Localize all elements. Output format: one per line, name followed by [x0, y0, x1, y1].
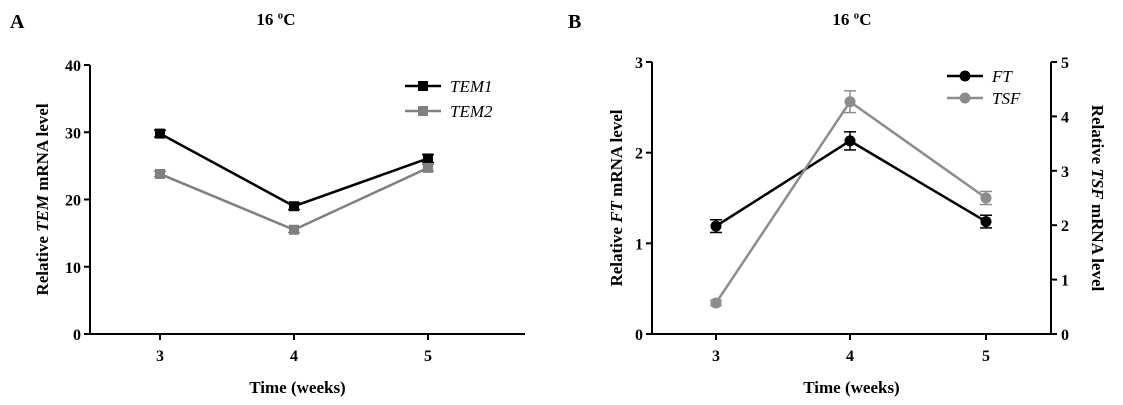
a-point-tem1: [423, 153, 433, 164]
b-point-tsf: [980, 192, 992, 204]
a-xtick-label: 4: [290, 348, 298, 365]
b-y2tick-label: 2: [1061, 218, 1069, 235]
b-y2tick-label: 0: [1061, 327, 1069, 344]
b-xtick-label: 4: [846, 348, 854, 365]
a-xlabel: Time (weeks): [249, 378, 345, 397]
a-point-tem1: [155, 128, 165, 139]
b-ylabel-part: mRNA level: [607, 109, 626, 201]
b-xtick-label: 3: [712, 348, 720, 365]
panel-b-letter: B: [568, 11, 581, 33]
b-ytick-label: 1: [635, 236, 643, 253]
b-legend-label-tsf: TSF: [992, 89, 1021, 108]
a-xtick-label: 5: [424, 348, 432, 365]
a-ytick-label: 20: [65, 193, 81, 210]
panel-a-letter: A: [10, 11, 25, 33]
a-point-tem1: [289, 201, 299, 212]
b-point-tsf: [844, 96, 856, 108]
b-y2tick-label: 1: [1061, 273, 1069, 290]
b-xtick-label: 5: [982, 348, 990, 365]
a-ytick-label: 30: [65, 125, 81, 142]
b-legend-marker-ft: [959, 70, 971, 82]
b-legend-label-ft: FT: [991, 67, 1013, 86]
a-legend-label-tem2: TEM2: [450, 102, 493, 121]
b-series-line-ft: [715, 139, 987, 228]
a-ylabel: Relative TEM mRNA level: [33, 103, 52, 295]
b-ylabel-part: FT: [607, 200, 626, 223]
a-xtick-label: 3: [156, 348, 164, 365]
a-series-line-tem1: [159, 132, 429, 208]
a-point-tem2: [289, 224, 299, 235]
a-series-line-tem2: [159, 166, 429, 232]
a-ylabel-part: mRNA level: [33, 103, 52, 195]
a-legend-marker-tem1: [418, 81, 428, 91]
b-y2label-part: mRNA level: [1088, 200, 1107, 292]
b-ylabel-part: Relative: [607, 223, 626, 287]
b-y2tick-label: 5: [1061, 55, 1069, 72]
panel-b-title: 16 ºC: [832, 10, 871, 29]
a-ytick-label: 0: [73, 327, 81, 344]
b-y2label-part: Relative: [1088, 105, 1107, 169]
b-point-ft: [980, 216, 992, 228]
b-point-ft: [844, 135, 856, 147]
a-ylabel-part: TEM: [33, 194, 52, 232]
b-y2label: Relative TSF mRNA level: [1088, 105, 1107, 292]
a-legend-label-tem1: TEM1: [450, 77, 493, 96]
b-point-ft: [710, 220, 722, 232]
a-ytick-label: 10: [65, 260, 81, 277]
b-y2tick-label: 3: [1061, 164, 1069, 181]
b-point-tsf: [710, 297, 722, 309]
a-ytick-label: 40: [65, 58, 81, 75]
b-ytick-label: 3: [635, 55, 643, 72]
b-ytick-label: 0: [635, 327, 643, 344]
b-y2label-part: TSF: [1088, 168, 1107, 200]
a-point-tem2: [155, 168, 165, 179]
b-legend-marker-tsf: [959, 92, 971, 104]
b-xlabel: Time (weeks): [803, 378, 899, 397]
b-ytick-label: 2: [635, 146, 643, 163]
b-y2tick-label: 4: [1061, 109, 1069, 126]
a-ylabel-part: Relative: [33, 232, 52, 296]
a-point-tem2: [423, 162, 433, 173]
a-legend-marker-tem2: [418, 106, 428, 116]
b-ylabel: Relative FT mRNA level: [607, 109, 626, 286]
panel-a-title: 16 ºC: [256, 10, 295, 29]
